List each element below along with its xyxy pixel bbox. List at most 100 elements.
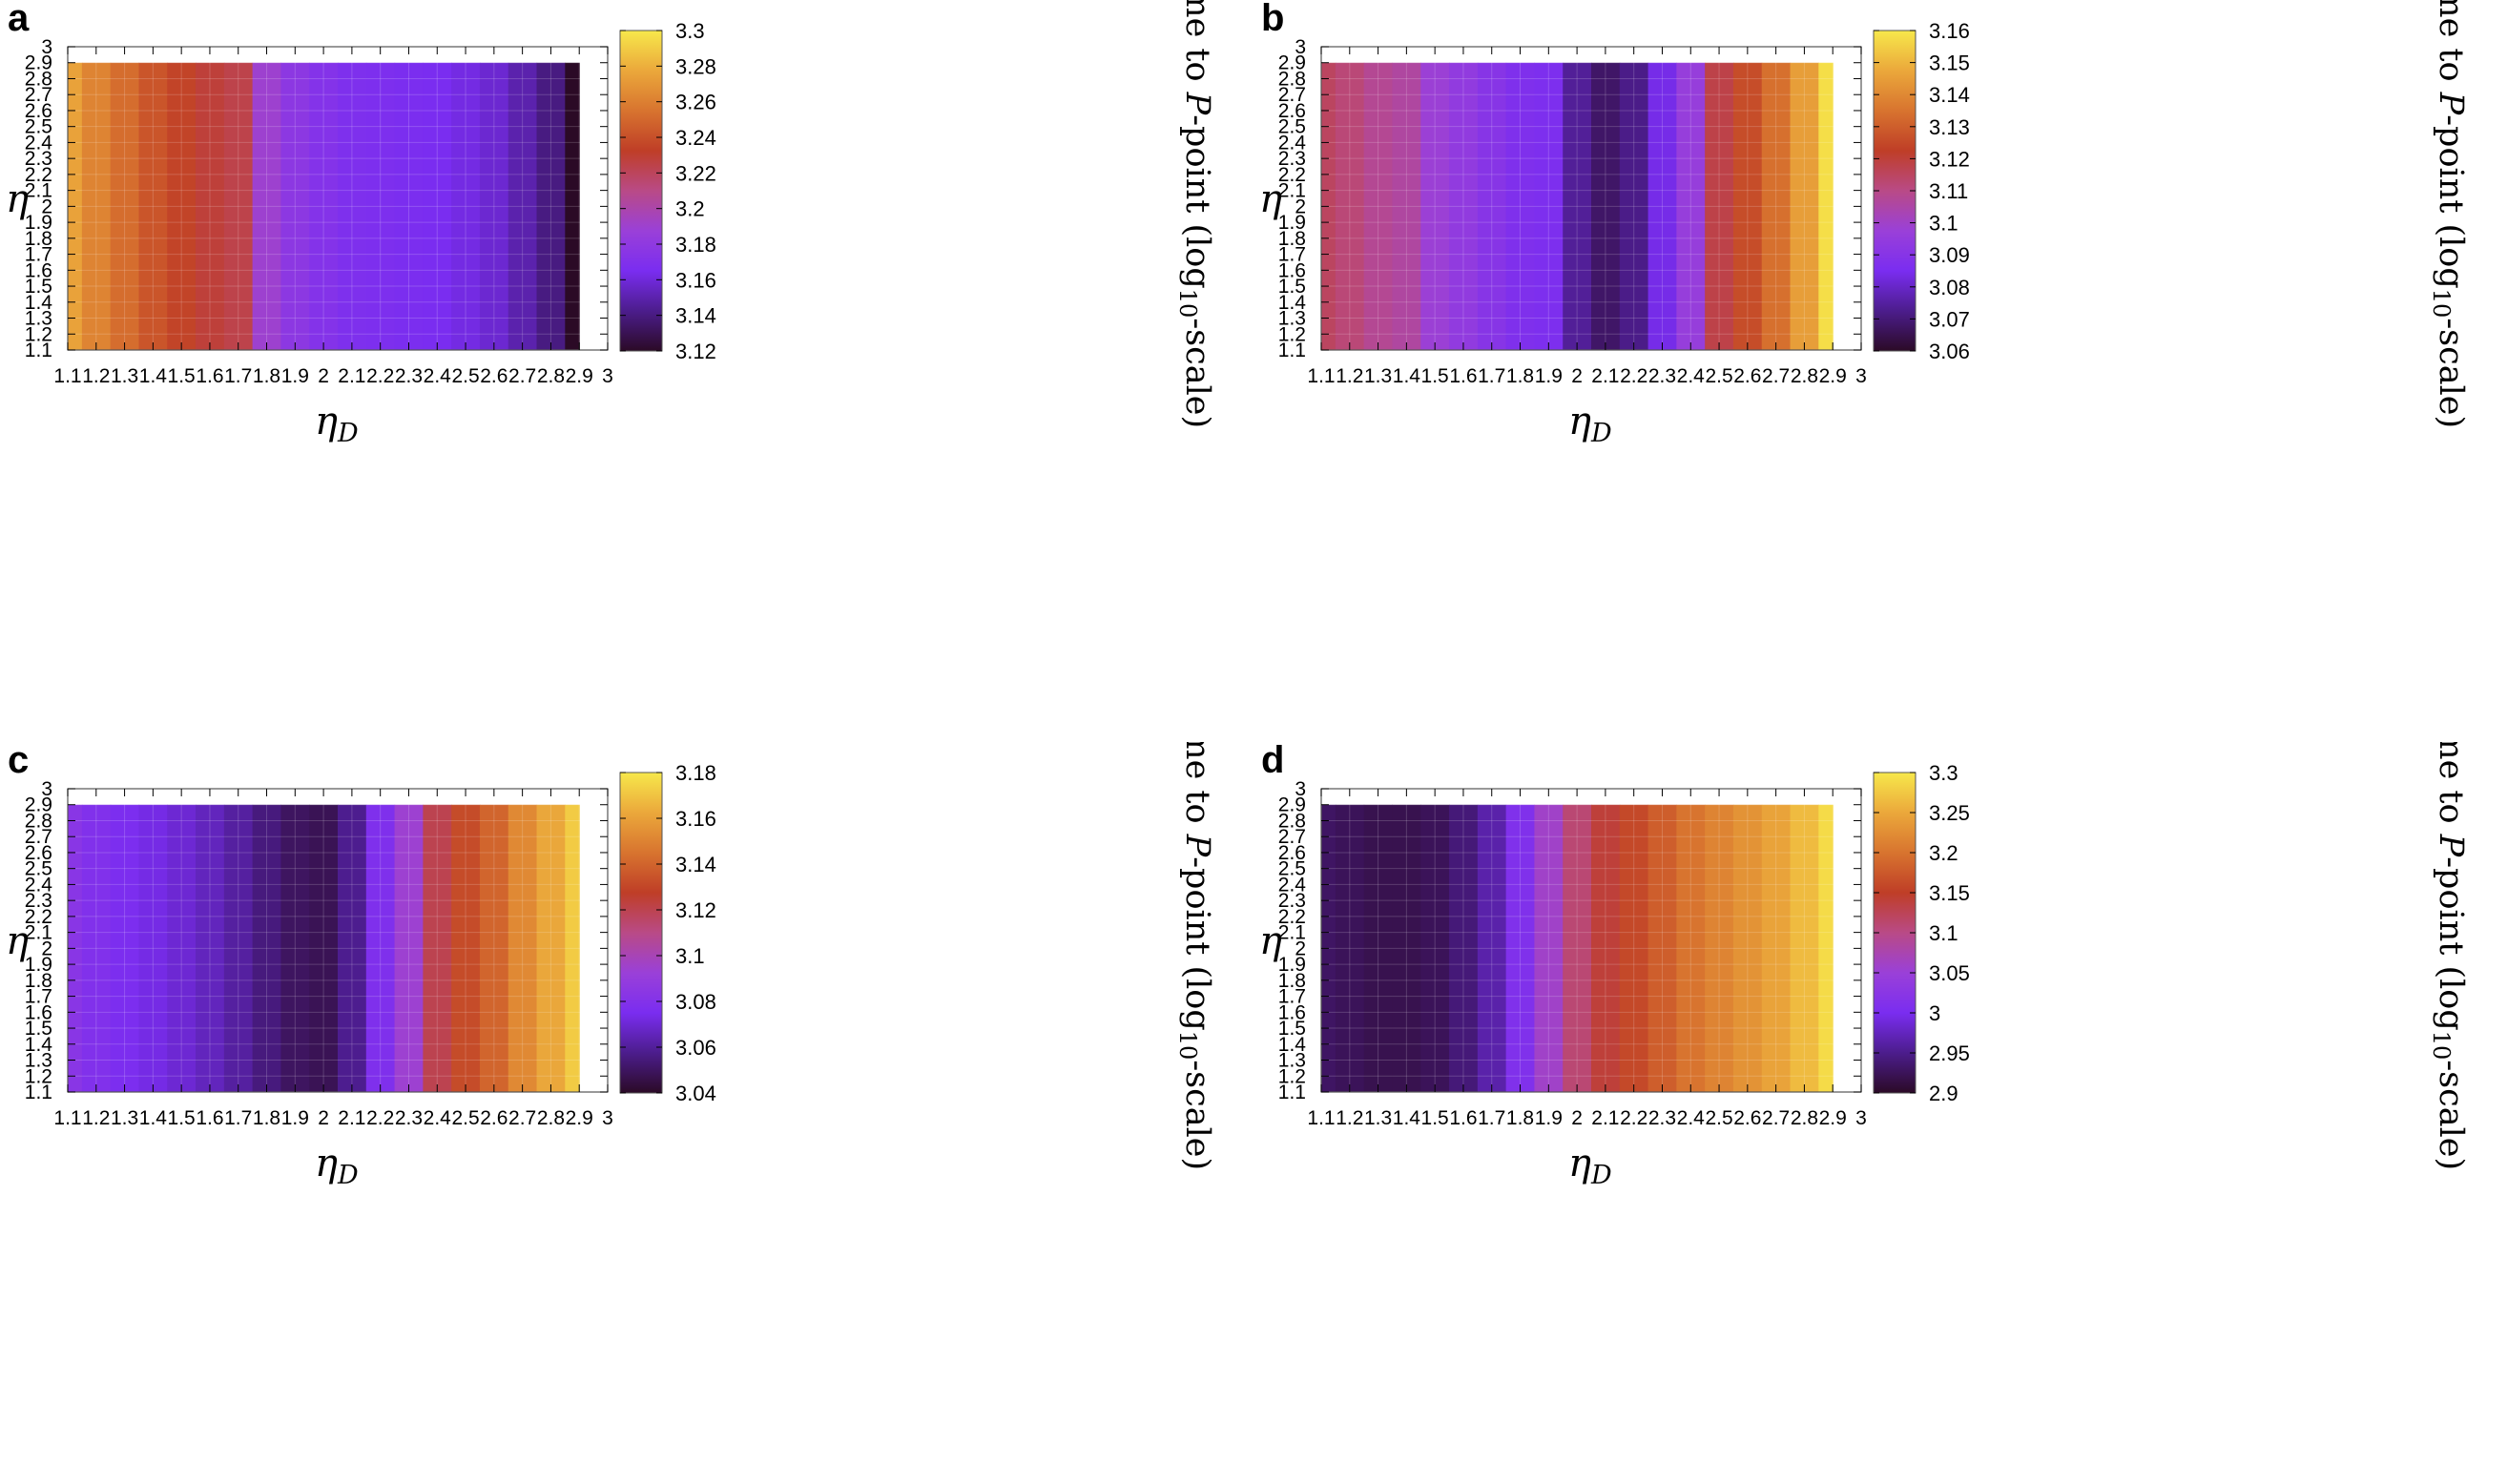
heatmap-cell (1449, 804, 1479, 1092)
y-tick-label: 1.7 (25, 244, 52, 266)
x-tick-label: 1.5 (1421, 1107, 1449, 1129)
heatmap-cells (1321, 62, 1834, 350)
y-tick-label: 1.5 (25, 276, 52, 298)
panel-letter: a (8, 0, 30, 39)
colorbar-tick-label: 3.2 (675, 197, 705, 221)
x-tick-label: 1.6 (196, 365, 223, 387)
plot-frame (67, 46, 609, 351)
y-tick-label: 1.8 (1278, 228, 1306, 250)
colorbar-tick-label: 2.9 (1929, 1082, 1958, 1105)
y-tick-label: 1.8 (1278, 970, 1306, 992)
x-tick-label: 1.6 (1449, 1107, 1477, 1129)
y-tick-label: 3 (1295, 36, 1306, 58)
heatmap-cell (338, 804, 367, 1092)
y-tick-label: 2.1 (1278, 180, 1306, 202)
x-tick-label: 1.2 (1336, 1107, 1363, 1129)
x-tick-label: 3 (602, 365, 613, 387)
x-tick-label: 1.4 (1393, 365, 1421, 387)
x-tick-label: 2.2 (1620, 365, 1647, 387)
y-tick-label: 2.6 (25, 842, 52, 864)
heatmap-cell (1619, 62, 1649, 350)
heatmap-cell (1790, 62, 1819, 350)
y-tick-label: 1.2 (1278, 323, 1306, 345)
heatmap-cell (1563, 62, 1592, 350)
x-tick-label: 1.5 (168, 365, 196, 387)
heatmap-chart-a: a1.1 1.2 1.3 1.4 1.5 1.6 1.7 1.8 1.9 2 2.1 2.2 2.3 2.… (6, 0, 1216, 448)
colorbar-tick-label: 3.13 (1929, 115, 1970, 139)
y-tick-label: 1.7 (25, 986, 52, 1008)
heatmap-chart-d: d1.1 1.2 1.3 1.4 1.5 1.6 1.7 1.8 1.9 2 2.1 2.2 2.3 2.… (1259, 742, 2470, 1190)
x-tick-label: 1.1 (53, 1107, 81, 1129)
heatmap-cell (1392, 62, 1421, 350)
x-tick-label: 1.1 (1307, 365, 1335, 387)
colorbar-tick-label: 2.95 (1929, 1041, 1970, 1065)
heatmap-cell (536, 62, 566, 350)
colorbar-tick-label: 3.12 (675, 898, 716, 922)
y-axis-label: η (6, 919, 29, 963)
x-tick-label: 1.9 (281, 365, 309, 387)
colorbar-tick-label: 3.1 (1929, 921, 1958, 945)
y-tick-label: 2.1 (1278, 922, 1306, 944)
x-tick-label: 2 (1571, 365, 1583, 387)
y-tick-label: 2.9 (1278, 52, 1306, 74)
heatmap-cell (451, 62, 481, 350)
y-tick-label: 1.2 (1278, 1065, 1306, 1087)
y-tick-label: 1.1 (1278, 1082, 1306, 1103)
heatmap-cell (365, 62, 396, 350)
heatmap-cells (68, 62, 580, 350)
x-tick-label: 1.5 (1421, 365, 1449, 387)
heatmap-cell (167, 804, 197, 1092)
x-tick-label: 2 (318, 1107, 329, 1129)
heatmap-cell (1420, 62, 1450, 350)
y-tick-label: 2.6 (1278, 842, 1306, 864)
colorbar-tick-label: 3.05 (1929, 961, 1970, 985)
heatmap-cell (1732, 804, 1763, 1092)
heatmap-cell (536, 804, 566, 1092)
heatmap-cell (508, 804, 538, 1092)
heatmap-cell (1477, 804, 1507, 1092)
heatmap-cell (479, 804, 509, 1092)
colorbar-tick-label: 3.08 (675, 990, 716, 1014)
colorbar-tick-label: 3.16 (675, 807, 716, 831)
y-tick-label: 2.5 (25, 858, 52, 880)
heatmap-cell (1647, 62, 1677, 350)
heatmap-cell (365, 804, 396, 1092)
heatmap-cell (196, 62, 225, 350)
y-tick-label: 3 (41, 778, 52, 800)
x-tick-label: 2.8 (537, 365, 565, 387)
y-tick-label: 2.8 (25, 810, 52, 832)
heatmap-cell (196, 804, 225, 1092)
heatmap-cell (1392, 804, 1421, 1092)
y-tick-label: 2.2 (25, 164, 52, 186)
heatmap-cell (167, 62, 197, 350)
x-tick-label: 1.5 (168, 1107, 196, 1129)
panel-letter: d (1261, 742, 1284, 781)
x-axis-label: ηD (1568, 400, 1612, 448)
y-axis-label: η (1259, 919, 1282, 963)
x-tick-label: 1.3 (1364, 365, 1392, 387)
colorbar-tick-label: 3.1 (1929, 212, 1958, 236)
colorbar-label: Time to P-point (log10-scale) (1174, 0, 1216, 428)
heatmap-cell (1705, 62, 1734, 350)
panel-c: c 1.1 1.2 1.3 1.4 1.5 1.6 1.7 1.8 1.9 2 2.1 2.2 2.3 2.… (0, 742, 1254, 1484)
x-tick-label: 2.8 (1791, 1107, 1818, 1129)
y-tick-label: 1.4 (1278, 1034, 1307, 1056)
heatmap-cell (1818, 804, 1834, 1092)
x-tick-label: 2.4 (1677, 365, 1706, 387)
colorbar-tick-label: 3.2 (1929, 841, 1958, 865)
x-tick-label: 2.5 (451, 365, 479, 387)
x-tick-label: 1.8 (253, 1107, 280, 1129)
y-tick-label: 2.2 (1278, 164, 1306, 186)
heatmap-cell (1335, 804, 1365, 1092)
heatmap-cell (110, 62, 140, 350)
y-tick-label: 2.7 (1278, 826, 1306, 848)
x-tick-label: 1.8 (1506, 365, 1534, 387)
x-tick-label: 2.4 (1677, 1107, 1706, 1129)
colorbar-label: Time to P-point (log10-scale) (2428, 742, 2470, 1170)
heatmap-cell (1761, 804, 1792, 1092)
y-tick-label: 1.8 (25, 970, 52, 992)
y-tick-label: 1.8 (25, 228, 52, 250)
x-tick-label: 2.3 (395, 365, 423, 387)
y-tick-label: 1.4 (25, 292, 53, 314)
y-tick-label: 2.9 (1278, 794, 1306, 816)
